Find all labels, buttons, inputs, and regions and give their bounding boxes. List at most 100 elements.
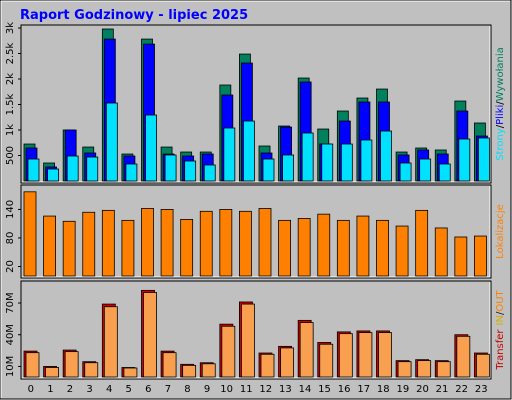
bar bbox=[474, 235, 487, 277]
bar bbox=[243, 120, 255, 182]
x-tick-label: 17 bbox=[357, 384, 370, 395]
bar bbox=[184, 160, 197, 182]
bar bbox=[219, 209, 233, 277]
bar bbox=[438, 163, 451, 182]
bar bbox=[301, 132, 314, 182]
legend-entry: Wywołania bbox=[495, 47, 506, 101]
bar bbox=[103, 306, 118, 378]
x-tick-label: 4 bbox=[106, 384, 112, 395]
x-tick-label: 23 bbox=[475, 384, 488, 395]
x-tick-label: 14 bbox=[299, 384, 312, 395]
legend-separator: / bbox=[495, 101, 506, 105]
bar bbox=[397, 361, 412, 378]
bar bbox=[199, 210, 213, 277]
bar bbox=[203, 164, 216, 182]
bar bbox=[419, 158, 432, 182]
bar bbox=[456, 335, 471, 378]
y-tick-label: 70M bbox=[5, 292, 16, 313]
x-tick-label: 6 bbox=[145, 384, 151, 395]
bar bbox=[478, 137, 490, 182]
bar bbox=[317, 213, 331, 277]
bar bbox=[458, 138, 471, 182]
bar bbox=[378, 332, 392, 378]
x-tick-label: 3 bbox=[86, 384, 92, 395]
y-tick-label: 10M bbox=[5, 356, 16, 377]
x-tick-label: 11 bbox=[240, 384, 253, 395]
bar bbox=[47, 168, 59, 182]
y-tick-label: 1.5k bbox=[5, 93, 16, 115]
legend-separator: / bbox=[495, 124, 506, 128]
y-tick-label: 20 bbox=[5, 260, 16, 273]
legend-entry: Lokalizacje bbox=[495, 204, 506, 259]
bar bbox=[360, 139, 373, 182]
bar bbox=[145, 114, 157, 182]
x-tick-label: 15 bbox=[318, 384, 331, 395]
bar bbox=[143, 292, 157, 378]
bar bbox=[454, 236, 468, 277]
bar bbox=[43, 215, 56, 277]
y-tick-label: 2.5k bbox=[5, 42, 16, 64]
y-tick-label: 500 bbox=[5, 146, 16, 165]
bar bbox=[415, 209, 429, 277]
bar bbox=[340, 143, 353, 182]
x-tick-label: 7 bbox=[165, 384, 171, 395]
y-tick-label: 1k bbox=[5, 124, 16, 136]
bar bbox=[223, 127, 236, 182]
x-tick-label: 13 bbox=[279, 384, 292, 395]
legend: Transfer IN/OUT bbox=[495, 289, 506, 370]
bar bbox=[27, 158, 40, 182]
legend-entry: Transfer bbox=[495, 329, 506, 371]
bar bbox=[436, 361, 451, 378]
bar bbox=[23, 191, 37, 277]
x-tick-label: 10 bbox=[220, 384, 233, 395]
bar bbox=[297, 218, 311, 277]
bar bbox=[282, 154, 294, 182]
bar bbox=[262, 158, 275, 182]
bar bbox=[101, 209, 115, 277]
bar bbox=[336, 219, 350, 277]
x-tick-label: 16 bbox=[338, 384, 351, 395]
bar bbox=[125, 163, 138, 182]
bar bbox=[395, 225, 409, 277]
x-tick-label: 2 bbox=[67, 384, 73, 395]
bar bbox=[417, 360, 432, 378]
bar bbox=[299, 322, 314, 378]
panel bbox=[20, 184, 492, 279]
bar bbox=[221, 325, 236, 378]
bar bbox=[280, 347, 294, 378]
bar bbox=[278, 219, 291, 277]
bar bbox=[162, 352, 177, 378]
y-tick-label: 140 bbox=[5, 200, 16, 219]
bar bbox=[376, 219, 389, 277]
y-tick-label: 80 bbox=[5, 232, 16, 245]
bar bbox=[321, 143, 334, 182]
x-tick-label: 8 bbox=[184, 384, 190, 395]
x-tick-label: 1 bbox=[47, 384, 53, 395]
bar bbox=[105, 102, 118, 182]
x-tick-label: 12 bbox=[259, 384, 272, 395]
legend-entry: IN bbox=[495, 315, 506, 325]
bar bbox=[180, 218, 194, 277]
bar bbox=[86, 156, 99, 182]
bar bbox=[338, 333, 353, 378]
bar bbox=[25, 352, 40, 378]
bar bbox=[164, 154, 177, 182]
panel bbox=[20, 280, 492, 380]
bar bbox=[123, 367, 138, 378]
x-tick-label: 22 bbox=[455, 384, 468, 395]
bar bbox=[358, 332, 373, 378]
bar bbox=[356, 215, 370, 277]
bar bbox=[319, 343, 334, 378]
bar bbox=[121, 219, 135, 277]
x-tick-label: 9 bbox=[204, 384, 210, 395]
bar bbox=[434, 227, 448, 277]
y-tick-label: 3k bbox=[5, 22, 16, 34]
bar bbox=[84, 362, 99, 378]
bar bbox=[380, 130, 392, 182]
x-tick-label: 19 bbox=[397, 384, 410, 395]
legend-entry: / bbox=[495, 311, 506, 315]
bar bbox=[241, 303, 255, 378]
bar bbox=[260, 353, 275, 378]
x-tick-label: 0 bbox=[28, 384, 34, 395]
